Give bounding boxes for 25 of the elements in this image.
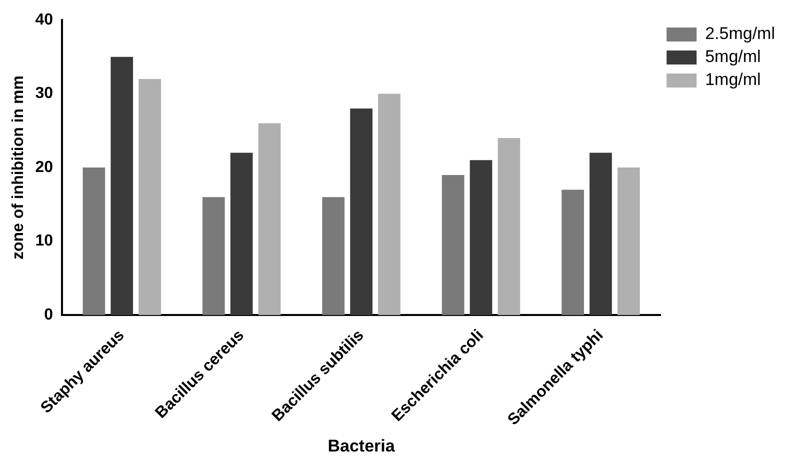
legend-label: 2.5mg/ml	[705, 24, 776, 44]
bar	[590, 152, 612, 316]
y-tick-label: 0	[44, 306, 54, 324]
legend-label: 5mg/ml	[705, 47, 761, 66]
y-tick-label: 20	[35, 158, 54, 176]
bar	[110, 56, 134, 316]
y-tick-label: 40	[35, 11, 54, 28]
legend-label: 1mg/ml	[705, 70, 761, 90]
y-tick-label: 10	[35, 232, 54, 250]
bar	[470, 160, 492, 316]
bar	[617, 168, 640, 316]
bar	[258, 123, 281, 316]
bar	[322, 197, 345, 316]
y-tick-label: 30	[35, 85, 54, 102]
bar	[82, 168, 106, 316]
bar	[202, 197, 225, 316]
x-axis-title: Bacteria	[328, 436, 396, 456]
bar	[138, 79, 161, 316]
bar	[350, 108, 372, 316]
bar	[562, 190, 584, 316]
y-axis-title: zone of inhibition in mm	[10, 76, 28, 260]
bar	[230, 152, 253, 316]
bar	[442, 174, 464, 316]
bar	[498, 138, 520, 316]
bar	[378, 94, 400, 316]
